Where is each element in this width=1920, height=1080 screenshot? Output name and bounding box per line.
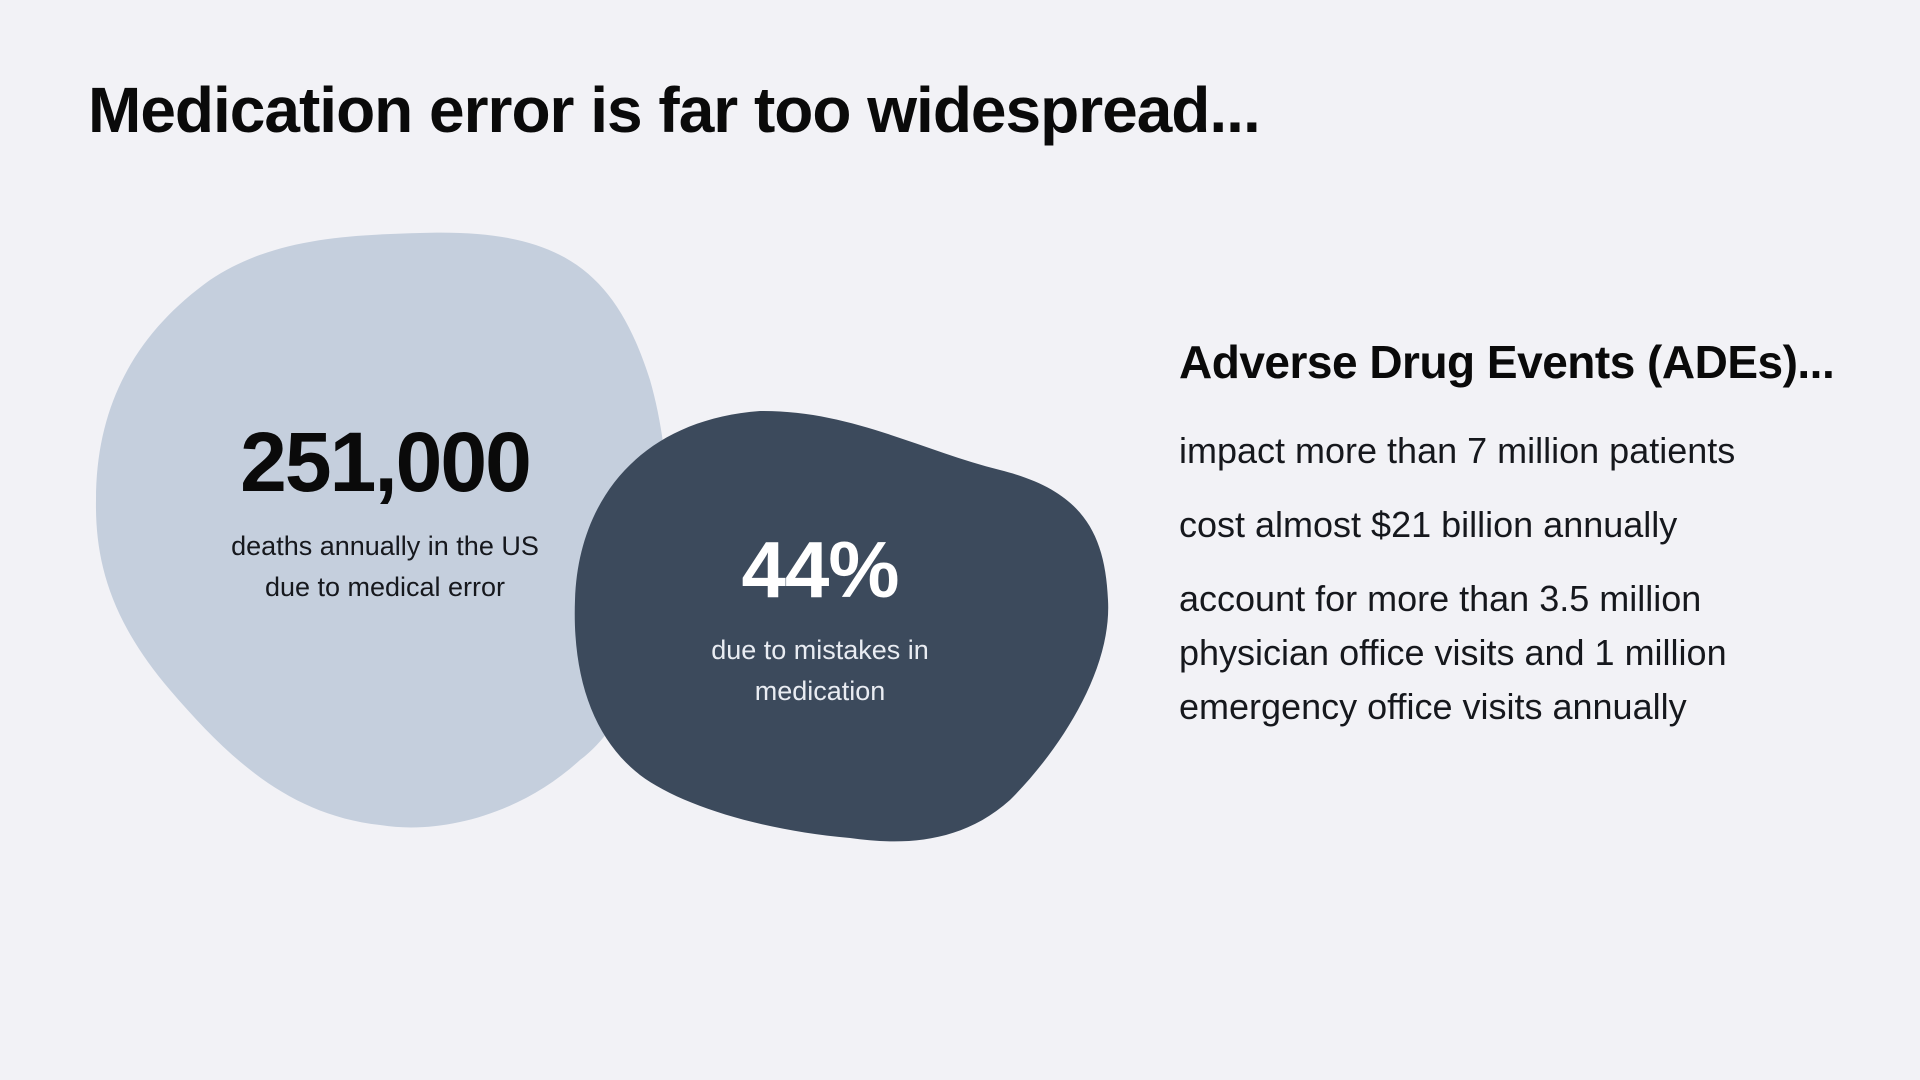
stat-medication-caption-line1: due to mistakes in <box>711 635 929 665</box>
stat-deaths-caption-line1: deaths annually in the US <box>231 531 539 561</box>
stat-deaths: 251,000 deaths annually in the US due to… <box>200 420 570 608</box>
stat-deaths-value: 251,000 <box>240 415 532 509</box>
stat-deaths-caption: deaths annually in the US due to medical… <box>200 526 570 608</box>
dark-blob-shape <box>574 410 1109 842</box>
stat-deaths-caption-line2: due to medical error <box>264 572 506 602</box>
stat-medication-value: 44% <box>741 525 899 614</box>
ade-list: impact more than 7 million patients cost… <box>1179 424 1879 734</box>
stat-medication-caption: due to mistakes in medication <box>660 630 980 712</box>
ade-heading: Adverse Drug Events (ADEs)... <box>1179 336 1835 388</box>
light-blob-shape <box>95 232 668 828</box>
stat-medication: 44% due to mistakes in medication <box>660 530 980 712</box>
stat-medication-caption-line2: medication <box>754 676 886 706</box>
ade-section: Adverse Drug Events (ADEs)... impact mor… <box>1179 330 1879 734</box>
ade-item-patients: impact more than 7 million patients <box>1179 430 1736 471</box>
slide-title: Medication error is far too widespread..… <box>88 74 1261 146</box>
ade-item-visits: account for more than 3.5 million physic… <box>1179 578 1727 727</box>
ade-item-cost: cost almost $21 billion annually <box>1179 504 1678 545</box>
